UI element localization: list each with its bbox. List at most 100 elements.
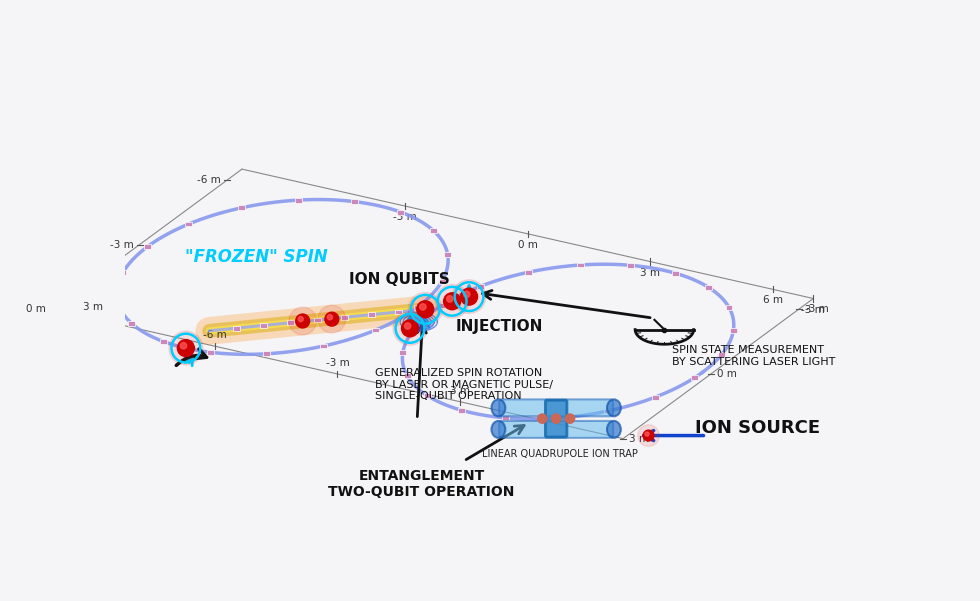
Bar xyxy=(718,352,725,357)
Bar xyxy=(395,310,402,314)
Bar xyxy=(128,321,135,326)
Bar xyxy=(114,297,121,302)
Text: "FROZEN" SPIN: "FROZEN" SPIN xyxy=(185,248,327,266)
Bar xyxy=(400,350,407,355)
Ellipse shape xyxy=(607,400,621,416)
Circle shape xyxy=(177,340,194,356)
Ellipse shape xyxy=(411,317,434,331)
Text: 3 m: 3 m xyxy=(82,302,103,313)
Bar xyxy=(260,323,267,328)
Bar xyxy=(730,328,737,333)
Bar xyxy=(320,344,327,349)
Circle shape xyxy=(180,343,187,349)
Circle shape xyxy=(318,305,346,333)
Circle shape xyxy=(435,284,469,318)
Text: SPIN STATE MEASUREMENT
BY SCATTERING LASER LIGHT: SPIN STATE MEASUREMENT BY SCATTERING LAS… xyxy=(672,345,836,367)
Text: 3 m: 3 m xyxy=(450,385,469,395)
Text: -6 m: -6 m xyxy=(203,330,227,340)
Bar xyxy=(351,199,358,204)
Text: 0 m: 0 m xyxy=(25,304,46,314)
Circle shape xyxy=(643,430,654,441)
FancyBboxPatch shape xyxy=(499,400,613,416)
Circle shape xyxy=(402,320,418,337)
Text: -3 m: -3 m xyxy=(110,240,133,249)
Text: -3 m: -3 m xyxy=(802,305,825,315)
Text: 3 m: 3 m xyxy=(629,434,650,444)
Bar xyxy=(185,222,192,227)
Bar xyxy=(525,270,532,275)
Circle shape xyxy=(419,304,426,310)
Text: 6 m: 6 m xyxy=(762,296,782,305)
Text: 3 m: 3 m xyxy=(640,267,661,278)
Bar xyxy=(706,285,712,290)
Circle shape xyxy=(393,311,427,346)
Bar xyxy=(553,416,560,421)
Circle shape xyxy=(461,288,477,305)
Circle shape xyxy=(298,316,304,322)
Bar xyxy=(577,263,584,267)
Bar xyxy=(314,318,320,323)
Bar xyxy=(207,350,215,355)
Circle shape xyxy=(538,414,547,423)
Bar xyxy=(238,206,245,210)
Circle shape xyxy=(325,312,339,326)
Circle shape xyxy=(409,292,442,326)
Ellipse shape xyxy=(492,400,506,416)
Bar xyxy=(233,326,240,331)
Text: ENTANGLEMENT
TWO-QUBIT OPERATION: ENTANGLEMENT TWO-QUBIT OPERATION xyxy=(328,469,514,499)
Bar xyxy=(414,305,420,310)
Bar xyxy=(404,373,411,378)
Circle shape xyxy=(296,314,310,328)
Circle shape xyxy=(638,425,660,447)
FancyBboxPatch shape xyxy=(499,421,613,438)
Bar xyxy=(372,328,379,332)
Bar xyxy=(477,284,484,288)
Bar xyxy=(502,415,509,420)
Text: -3 m: -3 m xyxy=(325,358,349,368)
Bar xyxy=(421,307,428,312)
Circle shape xyxy=(447,296,453,302)
Bar xyxy=(263,352,270,356)
Bar xyxy=(368,313,374,317)
Bar xyxy=(120,270,126,275)
Circle shape xyxy=(645,432,649,436)
Bar xyxy=(161,340,168,344)
Bar xyxy=(430,228,437,233)
Text: INJECTION: INJECTION xyxy=(456,320,543,334)
Bar xyxy=(458,407,465,412)
Ellipse shape xyxy=(607,421,621,438)
Circle shape xyxy=(405,323,411,329)
Bar xyxy=(604,409,611,413)
Circle shape xyxy=(552,414,561,423)
Circle shape xyxy=(565,414,574,423)
Circle shape xyxy=(169,331,203,365)
Bar xyxy=(438,303,445,308)
Circle shape xyxy=(464,291,470,297)
Text: GENERALIZED SPIN ROTATION
BY LASER OR MAGNETIC PULSE/
SINGLE-QUBIT OPERATION: GENERALIZED SPIN ROTATION BY LASER OR MA… xyxy=(375,368,554,401)
Text: -6 m: -6 m xyxy=(197,175,221,185)
Circle shape xyxy=(289,307,317,335)
Bar xyxy=(144,244,151,249)
Text: -3 m: -3 m xyxy=(805,304,829,314)
Text: 0 m: 0 m xyxy=(517,240,538,250)
Text: ION SOURCE: ION SOURCE xyxy=(695,419,820,437)
Text: LINEAR QUADRUPOLE ION TRAP: LINEAR QUADRUPOLE ION TRAP xyxy=(482,450,638,459)
Bar xyxy=(423,393,430,398)
Ellipse shape xyxy=(492,421,506,438)
Circle shape xyxy=(327,314,332,320)
Bar xyxy=(444,252,451,257)
Text: -3 m: -3 m xyxy=(393,212,417,222)
Bar xyxy=(671,270,678,276)
Circle shape xyxy=(416,301,434,318)
Bar xyxy=(341,315,348,320)
Bar xyxy=(652,395,659,400)
Bar xyxy=(287,320,294,325)
Bar xyxy=(438,279,446,284)
Text: 0 m: 0 m xyxy=(717,369,737,379)
Bar xyxy=(691,375,698,380)
Bar xyxy=(725,305,732,310)
Bar xyxy=(398,210,405,215)
Bar xyxy=(295,198,302,203)
Circle shape xyxy=(452,279,486,314)
Text: ION QUBITS: ION QUBITS xyxy=(350,272,450,287)
